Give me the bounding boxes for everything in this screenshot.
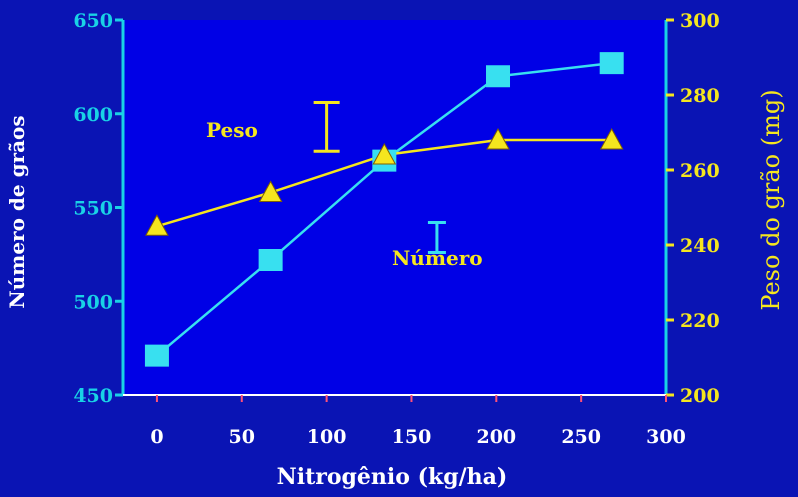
data-point-peso [599, 127, 624, 150]
legend-label-peso: Peso [206, 118, 258, 142]
data-point-numero [599, 52, 624, 75]
x-tick-label: 100 [307, 426, 347, 448]
x-axis-title: Nitrogênio (kg/ha) [277, 464, 508, 490]
y-axis-left-title: Número de grãos [5, 115, 29, 308]
y-right-tick-label: 220 [680, 310, 720, 332]
y-right-tick-label: 260 [680, 160, 720, 182]
data-point-numero [144, 344, 169, 367]
data-point-peso [145, 214, 169, 236]
y-right-tick-label: 300 [680, 10, 720, 32]
x-tick-label: 0 [150, 426, 163, 448]
axes [115, 18, 674, 402]
data-point-peso [258, 180, 283, 202]
data-point-numero [486, 65, 511, 88]
y-right-tick-label: 240 [680, 235, 720, 257]
y-right-tick-label: 200 [680, 385, 720, 407]
x-tick-label: 200 [476, 426, 516, 448]
data-point-peso [486, 127, 510, 150]
y-left-tick-label: 550 [73, 198, 113, 220]
x-tick-label: 300 [646, 426, 686, 448]
y-axis-right-title: Peso do grão (mg) [757, 89, 785, 310]
x-tick-label: 250 [561, 426, 601, 448]
y-left-tick-label: 650 [73, 10, 113, 32]
data-point-numero [258, 249, 283, 271]
data-point-peso [372, 142, 397, 165]
y-left-tick-label: 500 [73, 291, 113, 313]
y-left-tick-label: 600 [73, 104, 113, 126]
x-tick-label: 50 [229, 426, 255, 448]
plot-area [123, 20, 666, 395]
tick-labels: 450 500 550 600 650 200 220 240 260 280 300 0 50 100 1… [73, 10, 719, 448]
y-left-tick-label: 450 [73, 385, 113, 407]
x-tick-label: 150 [392, 426, 432, 448]
y-right-tick-label: 280 [680, 85, 720, 107]
series-layer [144, 52, 624, 367]
